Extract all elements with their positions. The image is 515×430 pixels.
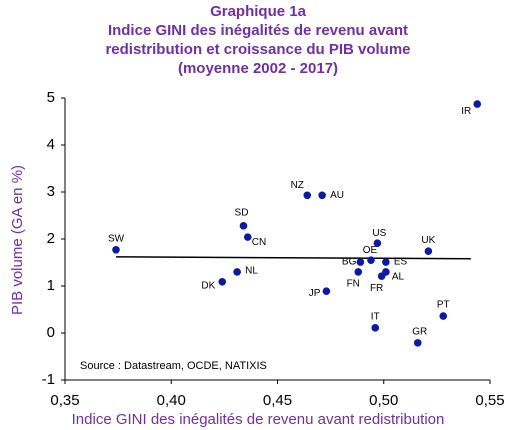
- scatter-point: [233, 268, 241, 276]
- point-label: ES: [394, 257, 408, 268]
- point-label: JP: [309, 288, 321, 299]
- point-label: AU: [330, 190, 344, 201]
- trendline: [115, 256, 471, 260]
- scatter-point: [371, 324, 380, 332]
- y-tick-label: 4: [47, 136, 55, 153]
- y-tick-label: 3: [47, 183, 55, 200]
- scatter-point: [318, 191, 326, 200]
- chart-subtitle: redistribution et croissance du PIB volu…: [105, 41, 410, 58]
- point-label: SW: [108, 233, 125, 244]
- scatter-point: [424, 247, 433, 256]
- chart-subtitle: Indice GINI des inégalités de revenu ava…: [108, 22, 408, 39]
- point-label: DK: [201, 280, 215, 291]
- y-tick-label: 5: [47, 89, 55, 106]
- x-tick-label: 0,40: [157, 392, 186, 409]
- point-label: NL: [245, 266, 258, 277]
- x-tick-label: 0,35: [50, 392, 79, 409]
- point-label: GR: [412, 327, 427, 338]
- chart-subtitle: (moyenne 2002 - 2017): [178, 60, 338, 77]
- point-label: FR: [370, 283, 383, 294]
- point-label: US: [372, 228, 386, 239]
- point-label: CN: [252, 237, 266, 248]
- scatter-point: [439, 312, 448, 320]
- x-tick-label: 0,50: [369, 392, 398, 409]
- scatter-point: [354, 268, 363, 276]
- scatter-point: [239, 222, 248, 230]
- y-tick-label: 1: [47, 277, 55, 294]
- x-axis-label: Indice GINI des inégalités de revenu ava…: [72, 411, 445, 428]
- scatter-point: [413, 339, 422, 347]
- point-label: BG: [342, 257, 357, 268]
- scatter-point: [303, 191, 312, 200]
- point-label: SD: [235, 207, 249, 218]
- scatter-point: [112, 246, 120, 254]
- scatter-point: [373, 239, 382, 248]
- scatter-point: [473, 100, 482, 108]
- chart-title: Graphique 1a: [210, 3, 307, 20]
- source-note: Source : Datastream, OCDE, NATIXIS: [80, 360, 267, 372]
- point-label: IT: [371, 311, 380, 322]
- scatter-point: [322, 287, 331, 295]
- y-tick-label: 0: [47, 324, 55, 341]
- y-tick-label: 2: [47, 230, 55, 247]
- scatter-point: [356, 258, 365, 266]
- point-label: PT: [437, 300, 450, 311]
- y-tick-label: -1: [42, 371, 55, 388]
- scatter-point: [218, 277, 227, 286]
- scatter-point: [382, 268, 390, 276]
- scatter-point: [382, 258, 390, 266]
- scatter-point: [367, 256, 375, 264]
- x-tick-label: 0,45: [263, 392, 292, 409]
- x-tick-label: 0,55: [475, 392, 504, 409]
- point-label: AL: [392, 272, 405, 283]
- point-label: FN: [347, 279, 360, 290]
- scatter-point: [243, 233, 252, 241]
- point-label: UK: [421, 235, 435, 246]
- point-label: OE: [363, 245, 378, 256]
- point-label: NZ: [291, 180, 304, 191]
- point-label: IR: [461, 106, 471, 117]
- y-axis-label: PIB volume (GA en %): [9, 165, 26, 315]
